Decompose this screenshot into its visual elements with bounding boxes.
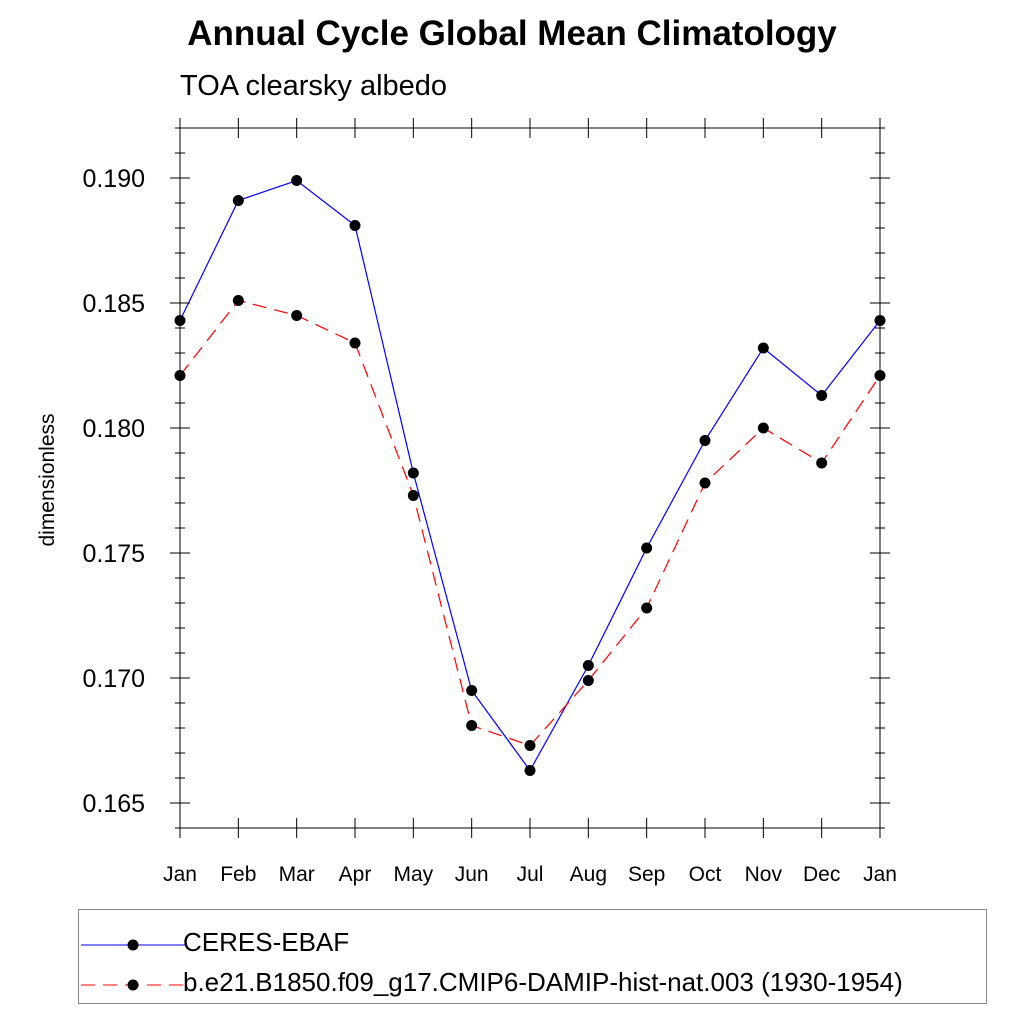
- data-point-1: [582, 675, 594, 686]
- data-point-0: [757, 342, 769, 354]
- data-point-0: [699, 435, 711, 446]
- data-point-0: [232, 195, 244, 206]
- x-tick-label: Jan: [163, 863, 197, 886]
- x-tick-label: Feb: [220, 863, 256, 886]
- data-point-1: [466, 720, 478, 731]
- data-point-0: [407, 467, 419, 479]
- x-tick-label: Jan: [863, 863, 897, 886]
- data-point-1: [232, 295, 244, 306]
- data-point-1: [174, 370, 186, 381]
- data-point-1: [874, 370, 886, 381]
- data-point-1: [816, 457, 828, 469]
- data-point-1: [699, 477, 711, 489]
- data-point-0: [349, 220, 361, 231]
- legend-swatch-0: [81, 939, 185, 951]
- x-tick-label: Nov: [745, 863, 783, 886]
- data-point-0: [174, 315, 186, 326]
- data-point-1: [524, 740, 536, 751]
- plot-frame: [179, 127, 881, 829]
- x-tick-label: Mar: [279, 863, 315, 886]
- x-tick-label: Jul: [517, 863, 544, 886]
- x-tick-label: Jun: [455, 863, 489, 886]
- series-line-0: [179, 179, 881, 772]
- data-point-1: [641, 602, 653, 614]
- legend-label-1: b.e21.B1850.f09_g17.CMIP6-DAMIP-hist-nat…: [183, 967, 903, 997]
- legend-item-0: CERES-EBAF: [79, 920, 986, 960]
- data-point-0: [466, 685, 478, 696]
- data-point-0: [582, 660, 594, 671]
- legend: CERES-EBAF b.e21.B1850.f09_g17.CMIP6-DAM…: [78, 909, 987, 1004]
- y-tick-label: 0.175: [82, 540, 145, 568]
- x-tick-label: Sep: [628, 863, 665, 886]
- data-point-1: [757, 422, 769, 434]
- x-tick-label: May: [393, 863, 433, 886]
- chart-title: Annual Cycle Global Mean Climatology: [187, 14, 837, 53]
- chart-subtitle: TOA clearsky albedo: [180, 70, 448, 102]
- y-tick-label: 0.170: [82, 665, 145, 693]
- x-tick-label: Aug: [570, 863, 607, 886]
- legend-label-0: CERES-EBAF: [183, 927, 350, 957]
- legend-swatch-1: [81, 979, 185, 991]
- y-tick-label: 0.180: [82, 415, 145, 443]
- y-tick-label: 0.185: [82, 290, 145, 318]
- series-line-1: [179, 299, 881, 747]
- x-tick-label: Dec: [803, 863, 840, 886]
- x-tick-label: Oct: [689, 863, 722, 886]
- data-point-0: [874, 315, 886, 326]
- y-tick-label: 0.165: [82, 790, 145, 818]
- data-point-1: [349, 337, 361, 349]
- x-tick-label: Apr: [339, 863, 372, 886]
- data-point-0: [816, 390, 828, 401]
- data-point-0: [524, 765, 536, 776]
- legend-item-1: b.e21.B1850.f09_g17.CMIP6-DAMIP-hist-nat…: [79, 960, 986, 1000]
- data-point-1: [291, 310, 303, 321]
- data-point-0: [641, 542, 653, 554]
- data-point-0: [291, 175, 303, 186]
- y-tick-label: 0.190: [82, 165, 145, 193]
- data-point-1: [407, 490, 419, 501]
